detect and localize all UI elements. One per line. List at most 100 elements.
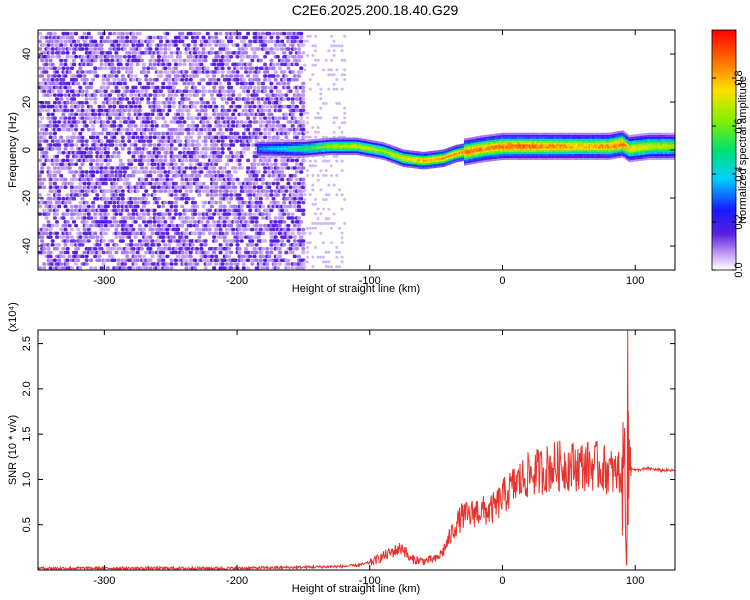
heatmap-cell xyxy=(222,166,227,170)
heatmap-cell xyxy=(93,216,98,220)
heatmap-cell xyxy=(267,174,272,178)
heatmap-cell xyxy=(244,247,248,251)
heatmap-cell xyxy=(165,58,170,63)
heatmap-cell xyxy=(84,139,89,143)
heatmap-cell xyxy=(182,239,187,243)
heatmap-cell xyxy=(257,270,261,274)
heatmap-cell xyxy=(63,185,68,189)
heatmap-cell xyxy=(277,108,282,113)
heatmap-cell xyxy=(343,222,347,225)
heatmap-cell xyxy=(122,78,127,82)
heatmap-cell xyxy=(148,43,153,47)
heatmap-cell xyxy=(327,49,331,53)
heatmap-cell xyxy=(127,101,132,105)
heatmap-cell xyxy=(282,31,287,36)
heatmap-cell xyxy=(319,222,323,225)
heatmap-cell xyxy=(270,153,272,156)
heatmap-cell xyxy=(284,135,289,140)
heatmap-cell xyxy=(173,208,178,213)
heatmap-cell xyxy=(294,177,299,182)
heatmap-cell xyxy=(42,135,47,140)
heatmap-cell xyxy=(69,124,74,128)
heatmap-cell xyxy=(218,158,223,163)
heatmap-cell xyxy=(99,166,104,170)
heatmap-cell xyxy=(197,112,202,117)
heatmap-cell xyxy=(144,78,149,82)
heatmap-cell xyxy=(218,124,223,128)
heatmap-cell xyxy=(332,116,336,120)
heatmap-cell xyxy=(99,223,104,228)
heatmap-cell xyxy=(277,247,282,251)
heatmap-cell xyxy=(267,78,272,82)
heatmap-cell xyxy=(324,159,328,163)
heatmap-cell xyxy=(224,193,229,197)
heatmap-cell xyxy=(86,127,91,132)
heatmap-cell xyxy=(156,239,161,243)
heatmap-cell xyxy=(294,162,299,166)
heatmap-cell xyxy=(102,270,106,274)
heatmap-cell xyxy=(205,147,210,151)
heatmap-cell xyxy=(129,166,134,170)
heatmap-cell xyxy=(101,250,106,255)
heatmap-cell xyxy=(184,220,189,224)
heatmap-cell xyxy=(63,104,68,109)
heatmap-cell xyxy=(303,63,307,67)
heatmap-cell xyxy=(292,181,297,186)
heatmap-cell xyxy=(67,200,72,205)
heatmap-cell xyxy=(82,185,87,189)
heatmap-cell xyxy=(101,104,106,109)
heatmap-cell xyxy=(210,35,214,40)
heatmap-cell xyxy=(156,185,161,189)
heatmap-cell xyxy=(156,143,161,147)
heatmap-cell xyxy=(173,250,178,255)
heatmap-cell xyxy=(275,143,278,146)
heatmap-cell xyxy=(231,120,236,124)
heatmap-cell xyxy=(235,120,240,124)
heatmap-cell xyxy=(267,181,272,186)
heatmap-cell xyxy=(40,35,45,40)
heatmap-cell xyxy=(139,124,144,128)
heatmap-cell xyxy=(163,43,168,47)
heatmap-cell xyxy=(214,239,219,243)
heatmap-cell xyxy=(286,131,291,136)
heatmap-cell xyxy=(263,166,268,170)
heatmap-cell xyxy=(146,112,151,117)
heatmap-cell xyxy=(265,247,270,251)
heatmap-cell xyxy=(148,131,153,136)
heatmap-cell xyxy=(340,236,344,240)
heatmap-cell xyxy=(314,154,316,157)
heatmap-cell xyxy=(258,193,263,197)
heatmap-cell xyxy=(148,116,153,120)
heatmap-cell xyxy=(267,101,272,105)
heatmap-cell xyxy=(216,220,221,224)
heatmap-cell xyxy=(332,87,336,91)
heatmap-cell xyxy=(110,189,115,193)
heatmap-cell xyxy=(120,31,125,36)
heatmap-cell xyxy=(144,89,149,93)
heatmap-cell xyxy=(148,47,153,51)
heatmap-cell xyxy=(265,47,270,51)
heatmap-cell xyxy=(173,62,178,67)
heatmap-cell xyxy=(233,116,238,120)
heatmap-cell xyxy=(89,162,93,166)
heatmap-cell xyxy=(284,74,289,78)
heatmap-cell xyxy=(282,193,287,197)
heatmap-cell xyxy=(127,112,132,117)
heatmap-cell xyxy=(311,44,315,48)
heatmap-cell xyxy=(261,162,265,166)
heatmap-cell xyxy=(188,254,193,259)
heatmap-cell xyxy=(212,212,217,216)
heatmap-cell xyxy=(280,239,285,243)
heatmap-cell xyxy=(122,116,127,120)
heatmap-cell xyxy=(286,223,291,228)
heatmap-cell xyxy=(63,162,68,166)
heatmap-cell xyxy=(137,147,142,151)
heatmap-cell xyxy=(214,200,219,205)
heatmap-cell xyxy=(214,81,219,86)
heatmap-cell xyxy=(165,143,170,147)
heatmap-cell xyxy=(101,85,106,90)
heatmap-cell xyxy=(288,247,293,251)
heatmap-cell xyxy=(263,108,268,113)
heatmap-cell xyxy=(84,200,89,205)
heatmap-cell xyxy=(199,104,204,109)
